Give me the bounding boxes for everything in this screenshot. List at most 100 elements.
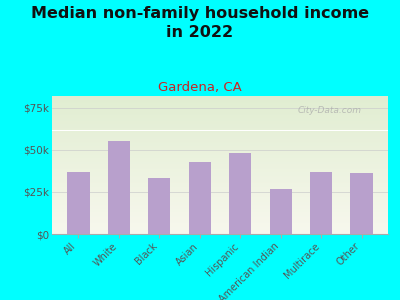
Bar (52, 164, 388, 165)
Bar (52, 191, 388, 193)
Bar (52, 220, 388, 222)
Bar (52, 229, 388, 230)
Bar (52, 204, 388, 205)
Bar (52, 182, 388, 183)
Bar (52, 218, 388, 219)
Bar (52, 167, 388, 168)
Bar (229, 153, 251, 234)
Bar (52, 176, 388, 177)
Bar (52, 128, 388, 129)
Bar (52, 222, 388, 223)
Bar (108, 141, 130, 234)
Bar (52, 198, 388, 200)
Bar (52, 111, 388, 112)
Text: City-Data.com: City-Data.com (297, 106, 361, 115)
Bar (52, 179, 388, 180)
Bar (52, 213, 388, 215)
Bar (52, 173, 388, 175)
Bar (52, 146, 388, 147)
Bar (52, 206, 388, 208)
Bar (52, 177, 388, 179)
Bar (52, 190, 388, 191)
Bar (52, 160, 388, 161)
Bar (52, 212, 388, 213)
Bar (52, 193, 388, 194)
Bar (52, 232, 388, 234)
Bar (52, 184, 388, 186)
Bar (52, 132, 388, 133)
Bar (52, 114, 388, 115)
Bar (52, 135, 388, 136)
Bar (52, 122, 388, 124)
Bar (52, 211, 388, 212)
Bar (52, 188, 388, 190)
Bar (52, 208, 388, 209)
Bar (52, 219, 388, 220)
Bar (189, 162, 211, 234)
Bar (52, 118, 388, 119)
Bar (52, 104, 388, 106)
Bar (52, 172, 388, 173)
Bar (52, 143, 388, 144)
Bar (52, 110, 388, 111)
Bar (52, 137, 388, 139)
Bar (52, 209, 388, 211)
Bar (52, 151, 388, 153)
Bar (52, 140, 388, 142)
Bar (52, 187, 388, 188)
Bar (52, 200, 388, 201)
Bar (52, 197, 388, 198)
Bar (310, 172, 332, 234)
Bar (52, 112, 388, 114)
Bar (52, 230, 388, 231)
Bar (52, 158, 388, 160)
Bar (52, 148, 388, 150)
Bar (52, 119, 388, 121)
Bar (52, 130, 388, 132)
Bar (52, 168, 388, 169)
Bar (52, 201, 388, 202)
Bar (52, 162, 388, 164)
Bar (52, 133, 388, 135)
Bar (148, 178, 170, 234)
Bar (52, 231, 388, 232)
Bar (52, 175, 388, 176)
Bar (52, 157, 388, 158)
Bar (52, 142, 388, 143)
Bar (52, 99, 388, 100)
Bar (52, 165, 388, 166)
Bar (52, 202, 388, 204)
Bar (52, 101, 388, 103)
Bar (52, 121, 388, 122)
Bar (52, 126, 388, 128)
Bar (52, 224, 388, 226)
Bar (52, 100, 388, 101)
Bar (52, 194, 388, 195)
Bar (52, 147, 388, 148)
Bar (52, 161, 388, 162)
Bar (52, 227, 388, 229)
Bar (52, 150, 388, 151)
Bar (350, 173, 373, 234)
Bar (52, 98, 388, 99)
Bar (52, 108, 388, 110)
Bar (52, 115, 388, 117)
Bar (52, 103, 388, 104)
Bar (52, 154, 388, 155)
Bar (52, 125, 388, 126)
Text: Gardena, CA: Gardena, CA (158, 81, 242, 94)
Bar (52, 205, 388, 206)
Bar (52, 96, 388, 98)
Bar (52, 139, 388, 140)
Bar (67, 172, 90, 234)
Bar (52, 195, 388, 197)
Bar (52, 169, 388, 170)
Bar (52, 180, 388, 181)
Bar (52, 117, 388, 118)
Bar (52, 186, 388, 187)
Bar (52, 226, 388, 227)
Bar (52, 106, 388, 107)
Bar (270, 189, 292, 234)
Bar (52, 155, 388, 157)
Bar (52, 124, 388, 125)
